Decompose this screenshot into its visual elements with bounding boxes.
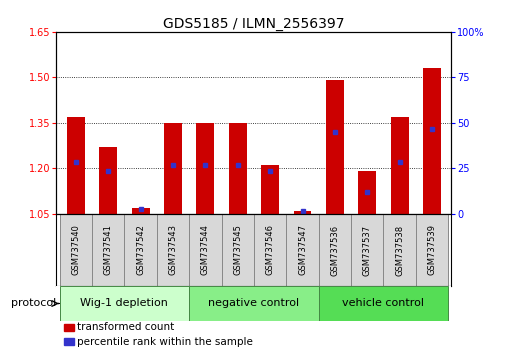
- Text: GSM737539: GSM737539: [427, 224, 437, 275]
- Text: GSM737544: GSM737544: [201, 224, 210, 275]
- Text: percentile rank within the sample: percentile rank within the sample: [77, 337, 253, 347]
- Text: GSM737546: GSM737546: [266, 224, 274, 275]
- Bar: [319, 213, 351, 286]
- Bar: [132, 207, 149, 213]
- Text: GSM737541: GSM737541: [104, 224, 113, 275]
- Text: transformed count: transformed count: [77, 322, 174, 332]
- Bar: [64, 338, 74, 346]
- Bar: [60, 286, 189, 321]
- Bar: [60, 213, 92, 286]
- Bar: [351, 213, 383, 286]
- Bar: [196, 123, 214, 213]
- Text: GSM737540: GSM737540: [71, 224, 81, 275]
- Text: GSM737536: GSM737536: [330, 224, 340, 275]
- Title: GDS5185 / ILMN_2556397: GDS5185 / ILMN_2556397: [163, 17, 345, 31]
- Bar: [423, 68, 441, 213]
- Text: GSM737543: GSM737543: [168, 224, 177, 275]
- Text: GSM737547: GSM737547: [298, 224, 307, 275]
- Bar: [254, 213, 286, 286]
- Bar: [416, 213, 448, 286]
- Bar: [64, 324, 74, 331]
- Bar: [157, 213, 189, 286]
- Bar: [326, 80, 344, 213]
- Text: GSM737538: GSM737538: [395, 224, 404, 275]
- Bar: [222, 213, 254, 286]
- Text: vehicle control: vehicle control: [343, 298, 424, 308]
- Text: protocol: protocol: [11, 298, 56, 308]
- Bar: [229, 123, 247, 213]
- Bar: [92, 213, 125, 286]
- Text: negative control: negative control: [208, 298, 300, 308]
- Text: GSM737537: GSM737537: [363, 224, 372, 275]
- Text: GSM737545: GSM737545: [233, 224, 242, 275]
- Bar: [189, 213, 222, 286]
- Bar: [319, 286, 448, 321]
- Bar: [164, 123, 182, 213]
- Text: GSM737542: GSM737542: [136, 224, 145, 275]
- Bar: [261, 165, 279, 213]
- Bar: [67, 117, 85, 213]
- Text: Wig-1 depletion: Wig-1 depletion: [81, 298, 168, 308]
- Bar: [359, 171, 376, 213]
- Bar: [293, 211, 311, 213]
- Bar: [125, 213, 157, 286]
- Bar: [100, 147, 117, 213]
- Bar: [383, 213, 416, 286]
- Bar: [286, 213, 319, 286]
- Bar: [189, 286, 319, 321]
- Bar: [391, 117, 408, 213]
